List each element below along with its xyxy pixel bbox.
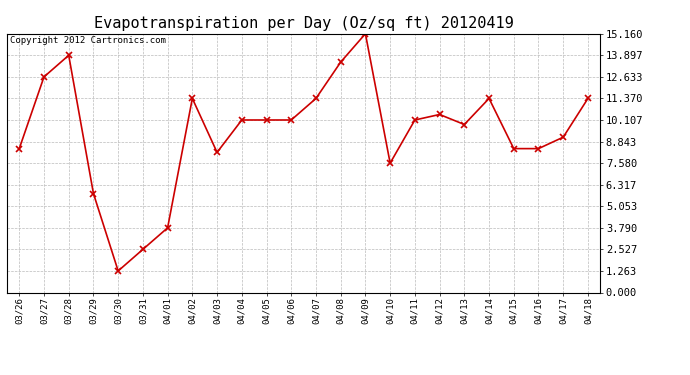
Title: Evapotranspiration per Day (Oz/sq ft) 20120419: Evapotranspiration per Day (Oz/sq ft) 20… bbox=[94, 16, 513, 31]
Text: Copyright 2012 Cartronics.com: Copyright 2012 Cartronics.com bbox=[10, 36, 166, 45]
